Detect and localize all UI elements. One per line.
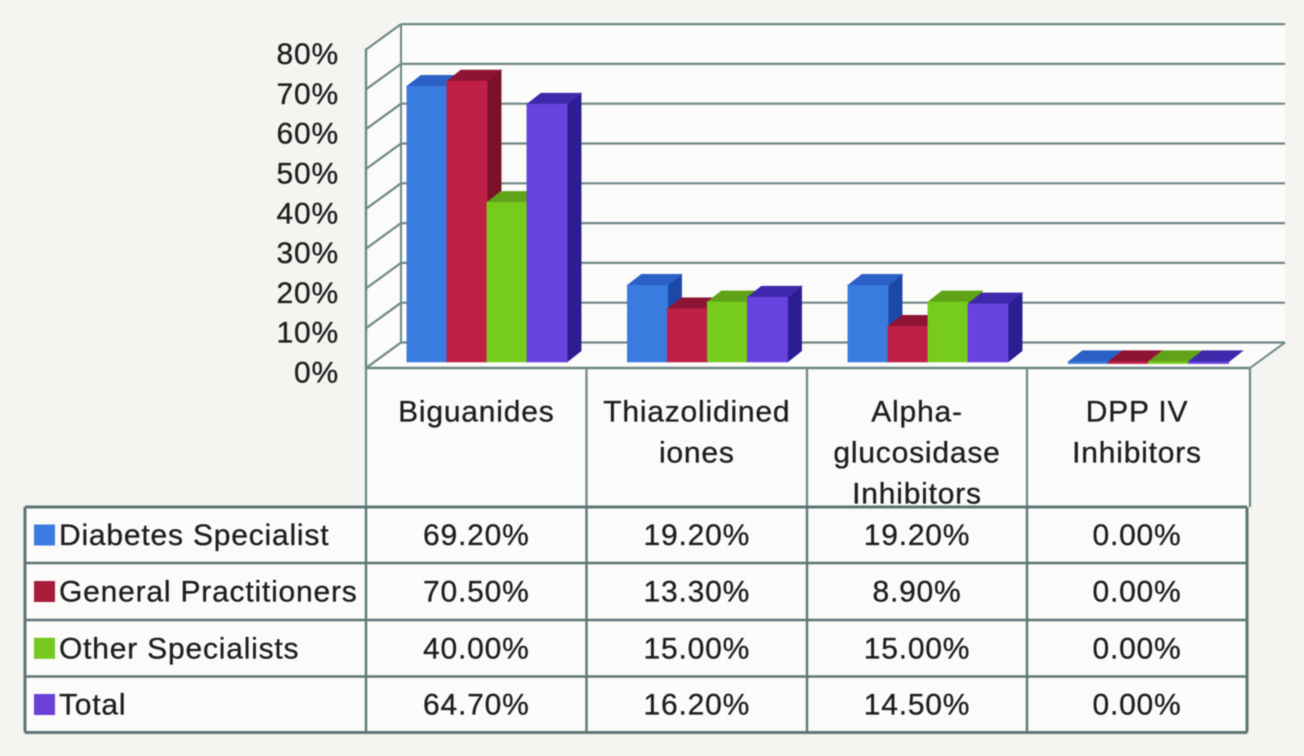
svg-text:19.20%: 19.20% — [864, 519, 971, 552]
svg-text:8.90%: 8.90% — [872, 576, 961, 609]
svg-text:Inhibitors: Inhibitors — [1072, 437, 1202, 470]
svg-text:69.20%: 69.20% — [423, 519, 530, 552]
svg-text:0.00%: 0.00% — [1092, 576, 1181, 609]
svg-text:General Practitioners: General Practitioners — [59, 576, 358, 609]
svg-text:0.00%: 0.00% — [1092, 689, 1181, 722]
svg-text:15.00%: 15.00% — [864, 632, 971, 665]
svg-text:Inhibitors: Inhibitors — [852, 478, 982, 511]
svg-text:64.70%: 64.70% — [423, 689, 530, 722]
svg-text:Diabetes Specialist: Diabetes Specialist — [59, 519, 329, 552]
svg-text:DPP IV: DPP IV — [1086, 396, 1189, 429]
svg-text:0.00%: 0.00% — [1092, 632, 1181, 665]
svg-text:19.20%: 19.20% — [644, 519, 751, 552]
svg-text:80%: 80% — [277, 38, 339, 71]
svg-text:50%: 50% — [277, 158, 339, 191]
svg-text:13.30%: 13.30% — [644, 576, 751, 609]
svg-text:30%: 30% — [277, 237, 339, 270]
svg-text:Biguanides: Biguanides — [398, 396, 554, 429]
svg-text:Alpha-: Alpha- — [871, 396, 963, 429]
svg-text:0.00%: 0.00% — [1092, 519, 1181, 552]
svg-text:Other Specialists: Other Specialists — [59, 632, 299, 665]
svg-text:20%: 20% — [277, 277, 339, 310]
svg-text:16.20%: 16.20% — [644, 689, 751, 722]
svg-text:40%: 40% — [277, 197, 339, 230]
svg-text:70.50%: 70.50% — [423, 576, 530, 609]
svg-text:10%: 10% — [277, 317, 339, 350]
svg-text:glucosidase: glucosidase — [833, 437, 1000, 470]
svg-text:iones: iones — [659, 437, 735, 470]
svg-text:Total: Total — [59, 689, 126, 722]
svg-text:0%: 0% — [294, 357, 339, 390]
svg-text:40.00%: 40.00% — [423, 632, 530, 665]
svg-text:70%: 70% — [277, 78, 339, 111]
svg-text:60%: 60% — [277, 118, 339, 151]
svg-text:Thiazolidined: Thiazolidined — [603, 396, 790, 429]
svg-text:15.00%: 15.00% — [644, 632, 751, 665]
svg-text:14.50%: 14.50% — [864, 689, 971, 722]
